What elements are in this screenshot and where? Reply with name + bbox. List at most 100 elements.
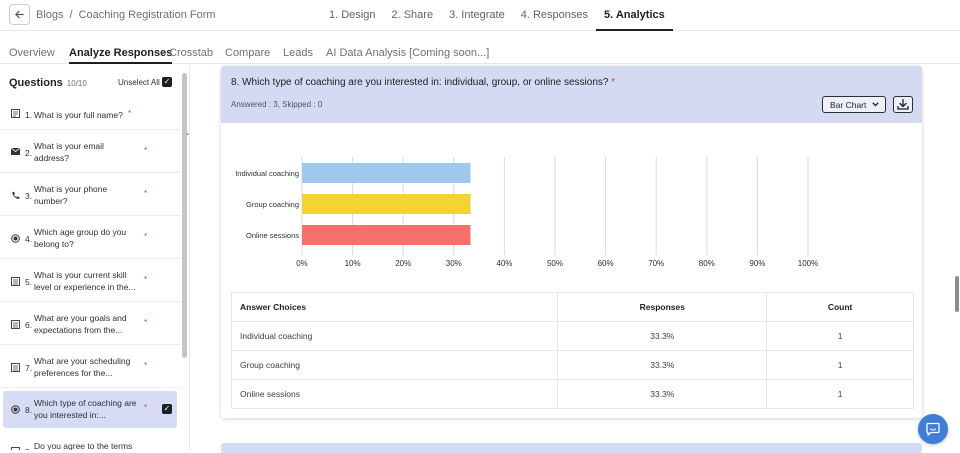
- question-text: What are your goals and expectations fro…: [34, 313, 127, 335]
- table-header-row: Answer Choices Responses Count: [230, 292, 914, 322]
- question-item-9[interactable]: 9. Do you agree to the terms: [0, 433, 181, 450]
- question-item-4[interactable]: 4. Which age group do you belong to? *: [0, 217, 181, 259]
- step-responses[interactable]: 4. Responses: [520, 9, 588, 21]
- response-count: 1: [766, 321, 914, 351]
- required-mark: *: [128, 109, 132, 118]
- chart-type-select[interactable]: Bar Chart: [822, 96, 886, 113]
- x-tick-label: 100%: [798, 259, 818, 268]
- x-tick-label: 70%: [648, 259, 664, 268]
- x-tick-label: 90%: [749, 259, 765, 268]
- x-tick-label: 80%: [699, 259, 715, 268]
- question-text: Which type of coaching are you intereste…: [34, 398, 137, 420]
- unselect-all-button[interactable]: Unselect All: [118, 78, 160, 87]
- required-mark: *: [611, 77, 616, 88]
- question-item-2[interactable]: 2. What is your email address? *: [0, 131, 181, 173]
- chat-support-button[interactable]: [918, 414, 948, 444]
- checkbox-icon: [10, 447, 20, 450]
- question-title: 8. Which type of coaching are you intere…: [231, 77, 615, 88]
- question-number: 6.: [25, 320, 33, 330]
- page-scrollbar[interactable]: [955, 276, 959, 312]
- question-card-header: 8. Which type of coaching are you intere…: [221, 66, 922, 123]
- download-button[interactable]: [893, 96, 913, 113]
- y-category-label: Individual coaching: [235, 169, 299, 178]
- list-icon: [10, 277, 20, 288]
- question-item-3[interactable]: 3. What is your phone number? *: [0, 174, 181, 216]
- question-8-checkbox[interactable]: ✓: [162, 404, 172, 414]
- y-category-label: Group coaching: [246, 200, 299, 209]
- questions-sidebar: Questions 10/10 Unselect All ✓ 1. What is…: [0, 65, 190, 450]
- unselect-all-checkbox[interactable]: ✓: [162, 77, 172, 87]
- table-row: Online sessions 33.3% 1: [230, 379, 914, 409]
- next-question-card: [221, 443, 922, 453]
- x-tick-label: 60%: [598, 259, 614, 268]
- table-row: Individual coaching 33.3% 1: [230, 321, 914, 351]
- breadcrumb: Blogs / Coaching Registration Form: [36, 9, 216, 21]
- question-text: Which age group do you belong to?: [34, 227, 127, 249]
- required-mark: *: [144, 146, 148, 155]
- chat-bubble-icon: [926, 422, 940, 436]
- questions-heading: Questions 10/10: [9, 77, 87, 89]
- breadcrumb-separator: /: [69, 9, 73, 21]
- list-icon: [10, 363, 20, 374]
- question-number: 1.: [25, 110, 33, 120]
- back-button[interactable]: [9, 4, 30, 25]
- arrow-left-icon: [15, 10, 24, 19]
- tab-ai-data-analysis[interactable]: AI Data Analysis [Coming soon...]: [326, 47, 490, 59]
- sidebar-scrollbar[interactable]: [182, 73, 187, 358]
- required-mark: *: [144, 232, 148, 241]
- question-item-5[interactable]: 5. What is your current skill level or e…: [0, 260, 181, 302]
- chevron-down-icon: [872, 100, 879, 109]
- radio-icon: [10, 405, 20, 416]
- question-item-7[interactable]: 7. What are your scheduling preferences …: [0, 346, 181, 388]
- question-text: What is your email address?: [34, 141, 104, 163]
- radio-icon: [10, 234, 20, 245]
- question-number: 5.: [25, 277, 33, 287]
- question-number: 4.: [25, 234, 33, 244]
- header-answer-choices: Answer Choices: [230, 292, 559, 322]
- question-item-8[interactable]: 8. Which type of coaching are you intere…: [3, 391, 177, 428]
- question-text: What is your phone number?: [34, 184, 108, 206]
- x-tick-label: 30%: [446, 259, 462, 268]
- top-bar: Blogs / Coaching Registration Form 1. Desi…: [0, 0, 960, 31]
- question-text: What is your current skill level or expe…: [34, 270, 136, 292]
- tab-compare[interactable]: Compare: [225, 47, 271, 59]
- download-icon: [897, 98, 909, 110]
- tab-overview[interactable]: Overview: [9, 47, 55, 59]
- envelope-icon: [10, 147, 20, 157]
- table-row: Group coaching 33.3% 1: [230, 350, 914, 380]
- x-tick-label: 50%: [547, 259, 563, 268]
- tab-analyze-responses[interactable]: Analyze Responses: [69, 31, 173, 64]
- breadcrumb-blogs[interactable]: Blogs: [36, 9, 64, 21]
- question-text: What is your full name?: [34, 110, 123, 120]
- step-analytics[interactable]: 5. Analytics: [596, 0, 673, 31]
- phone-icon: [10, 191, 20, 202]
- tab-leads[interactable]: Leads: [283, 47, 313, 59]
- question-item-1[interactable]: 1. What is your full name? *: [0, 101, 181, 130]
- required-mark: *: [144, 275, 148, 284]
- step-share[interactable]: 2. Share: [391, 9, 434, 21]
- breadcrumb-form-name[interactable]: Coaching Registration Form: [78, 9, 216, 21]
- step-design[interactable]: 1. Design: [329, 9, 376, 21]
- bar: [302, 163, 471, 183]
- header-count: Count: [766, 292, 914, 322]
- bar: [302, 194, 471, 214]
- question-analytics-card: 8. Which type of coaching are you intere…: [221, 66, 922, 418]
- response-count: 1: [766, 379, 914, 409]
- header-responses: Responses: [557, 292, 768, 322]
- analytics-subtabs: Overview Analyze Responses Crosstab Comp…: [0, 31, 960, 64]
- list-icon: [10, 320, 20, 331]
- tab-crosstab[interactable]: Crosstab: [169, 47, 214, 59]
- questions-title: Questions: [9, 77, 63, 89]
- question-title-text: 8. Which type of coaching are you intere…: [231, 77, 609, 88]
- question-text: Do you agree to the terms: [34, 441, 133, 450]
- question-text: What are your scheduling preferences for…: [34, 356, 131, 378]
- answer-choice: Individual coaching: [230, 321, 559, 351]
- x-tick-label: 0%: [296, 259, 308, 268]
- step-integrate[interactable]: 3. Integrate: [449, 9, 505, 21]
- required-mark: *: [144, 361, 148, 370]
- answer-choice: Group coaching: [230, 350, 559, 380]
- answer-choices-table: Answer Choices Responses Count Individua…: [230, 292, 914, 409]
- question-number: 9.: [25, 447, 32, 450]
- question-item-6[interactable]: 6. What are your goals and expectations …: [0, 303, 181, 345]
- question-number: 3.: [25, 191, 33, 201]
